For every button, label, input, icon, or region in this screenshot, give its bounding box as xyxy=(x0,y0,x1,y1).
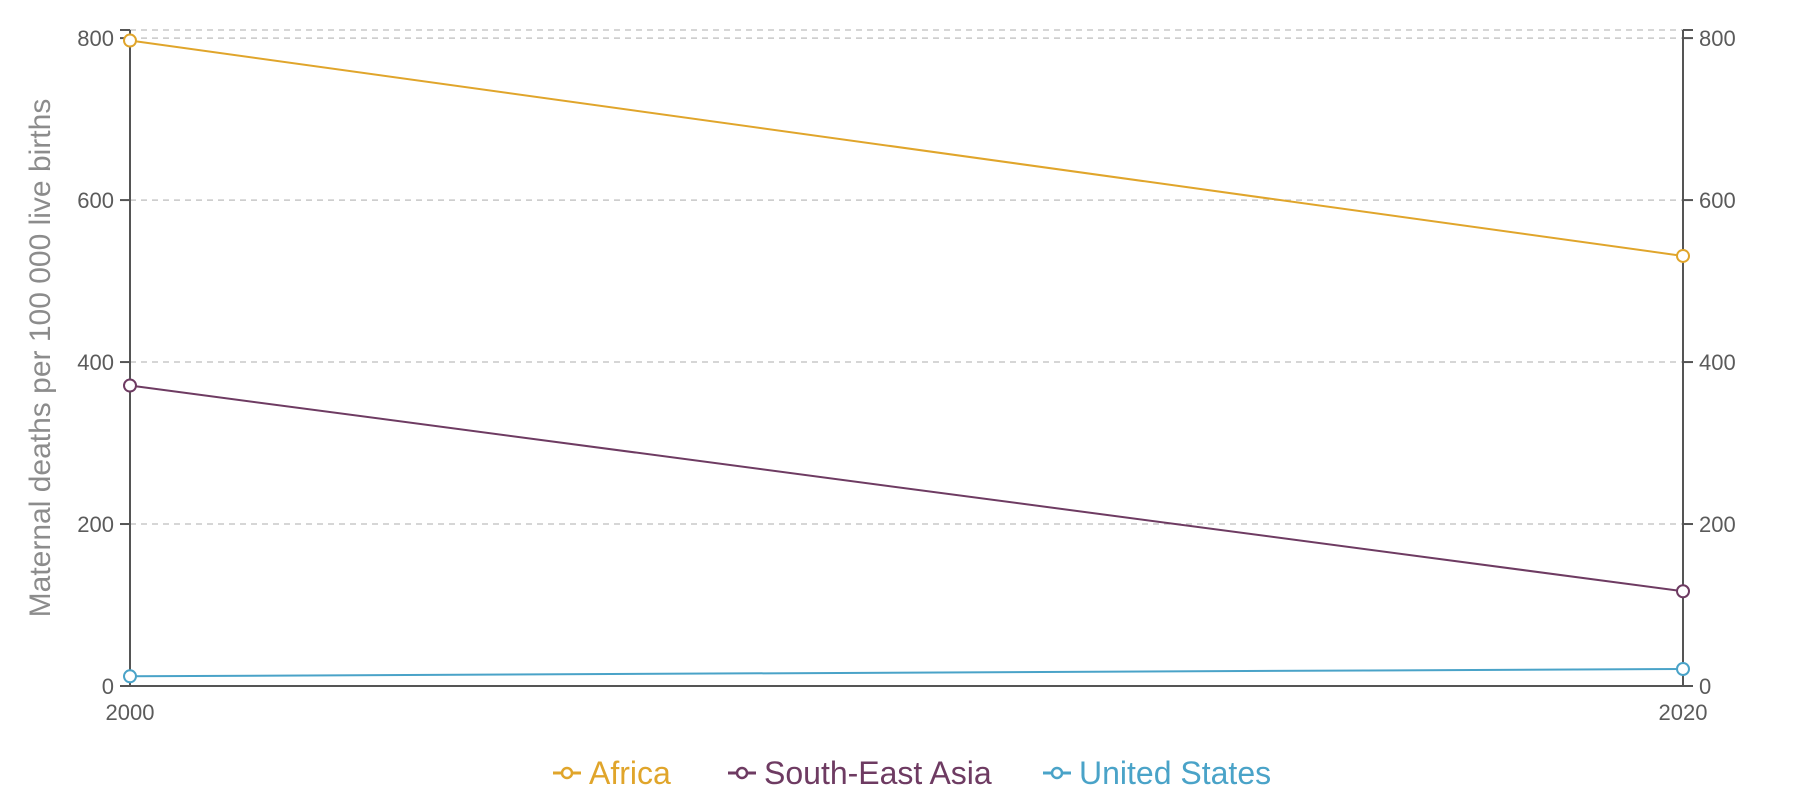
y-axis-label: Maternal deaths per 100 000 live births xyxy=(24,99,57,618)
y-tick-label-left: 200 xyxy=(77,512,114,537)
y-ticks-left: 0 200 400 600 800 xyxy=(77,26,130,699)
data-point xyxy=(1676,661,1690,676)
x-tick-label: 2000 xyxy=(106,700,155,725)
y-tick-label-left: 600 xyxy=(77,188,114,213)
series-line xyxy=(129,39,1684,257)
legend: Africa South-East Asia United States xyxy=(553,755,1271,791)
y-tick-label-right: 200 xyxy=(1699,512,1736,537)
y-tick-label-left: 800 xyxy=(77,26,114,51)
legend-label: South-East Asia xyxy=(764,755,992,791)
series-lines xyxy=(123,33,1690,684)
legend-label: Africa xyxy=(589,755,671,791)
legend-item: South-East Asia xyxy=(728,755,992,791)
y-tick-label-left: 0 xyxy=(102,674,114,699)
y-ticks-right: 0 200 400 600 800 xyxy=(1683,26,1736,699)
legend-swatch-marker xyxy=(560,766,574,780)
data-point xyxy=(123,669,137,684)
y-tick-label-right: 800 xyxy=(1699,26,1736,51)
legend-swatch-marker xyxy=(735,766,749,780)
y-tick-label-right: 400 xyxy=(1699,350,1736,375)
legend-item: Africa xyxy=(553,755,671,791)
y-tick-label-left: 400 xyxy=(77,350,114,375)
data-point xyxy=(123,33,137,48)
x-tick-label: 2020 xyxy=(1659,700,1708,725)
data-point xyxy=(1676,584,1690,599)
data-point xyxy=(1676,248,1690,263)
series-line xyxy=(129,667,1684,678)
legend-item: United States xyxy=(1043,755,1271,791)
axes xyxy=(129,30,1684,687)
legend-swatch-marker xyxy=(1050,766,1064,780)
y-tick-label-right: 0 xyxy=(1699,674,1711,699)
y-tick-label-right: 600 xyxy=(1699,188,1736,213)
data-point xyxy=(123,378,137,393)
series-line xyxy=(129,384,1684,593)
legend-label: United States xyxy=(1079,755,1271,791)
gridlines xyxy=(130,29,1683,525)
x-ticks: 2000 2020 xyxy=(106,700,1708,725)
